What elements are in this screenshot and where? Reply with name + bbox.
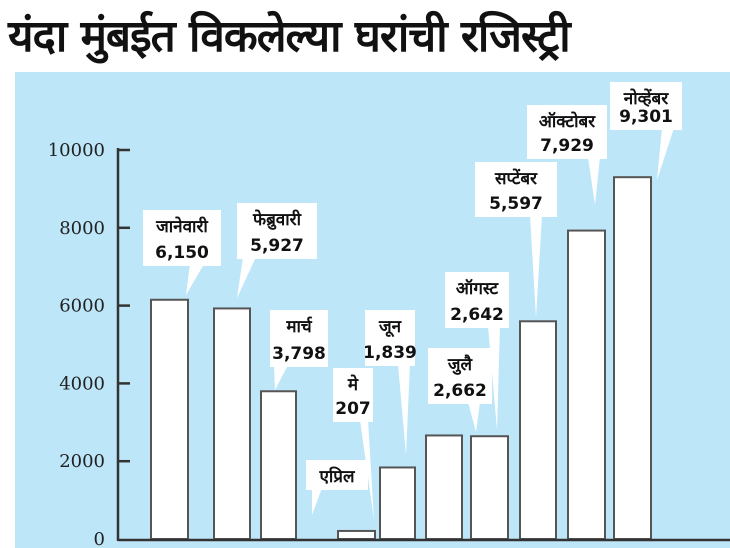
category-label: ऑक्टोबर (539, 111, 596, 132)
callout-box (143, 210, 221, 266)
category-label: जुलै (447, 354, 474, 375)
callout-box (333, 368, 373, 422)
callout-box (475, 162, 557, 217)
callout-pointer (274, 365, 288, 390)
callout-box (365, 310, 415, 366)
value-label: 1,839 (363, 343, 417, 363)
callout-pointer (468, 402, 480, 432)
y-tick-label: 10000 (48, 140, 105, 161)
y-tick-label: 8000 (59, 218, 105, 239)
bar (213, 307, 251, 540)
bar (567, 229, 606, 541)
value-label: 207 (335, 399, 371, 419)
value-label: 6,150 (155, 243, 209, 263)
value-label: 9,301 (619, 107, 673, 127)
chart-title: यंदा मुंबईत विकलेल्या घरांची रजिस्ट्री (8, 11, 571, 62)
value-label: 7,929 (540, 136, 594, 156)
bar (425, 434, 463, 541)
callout-pointer (398, 364, 410, 455)
category-label: मे (347, 374, 359, 395)
y-tick-label: 0 (94, 529, 105, 548)
value-label: 5,597 (489, 194, 543, 214)
callout-box (270, 310, 328, 367)
callout-pointer (237, 257, 256, 298)
callout-pointer (588, 157, 600, 205)
category-label: नोव्हेंबर (623, 88, 669, 109)
category-label: फेब्रुवारी (252, 209, 302, 230)
bar (260, 390, 297, 541)
callout-box (445, 272, 509, 328)
value-label: 5,927 (250, 236, 304, 256)
value-label: 2,642 (450, 305, 504, 325)
category-label: जानेवारी (155, 216, 208, 237)
category-label: सप्टेंबर (494, 168, 538, 189)
callout-box (527, 105, 607, 159)
category-label: एप्रिल (318, 466, 355, 487)
callout-pointer (312, 488, 322, 515)
bar (470, 435, 509, 540)
callout-box (237, 203, 317, 259)
value-label: 2,662 (433, 381, 487, 401)
bar (379, 466, 416, 540)
value-label: 3,798 (272, 344, 326, 364)
bar (337, 529, 376, 540)
callout-pointer (657, 128, 674, 180)
category-label: जून (378, 317, 402, 338)
y-tick-label: 4000 (59, 373, 105, 394)
callout-box (306, 460, 368, 490)
callout-box (610, 82, 682, 130)
category-label: मार्च (285, 316, 313, 337)
bar (519, 320, 557, 540)
callout-pointer (186, 264, 204, 295)
callout-box (428, 348, 492, 404)
bar (613, 176, 652, 540)
category-label: ऑगस्ट (456, 278, 500, 299)
y-tick-label: 2000 (59, 451, 105, 472)
y-tick-label: 6000 (59, 296, 105, 317)
callout-pointer (530, 215, 542, 318)
bar (150, 298, 189, 541)
